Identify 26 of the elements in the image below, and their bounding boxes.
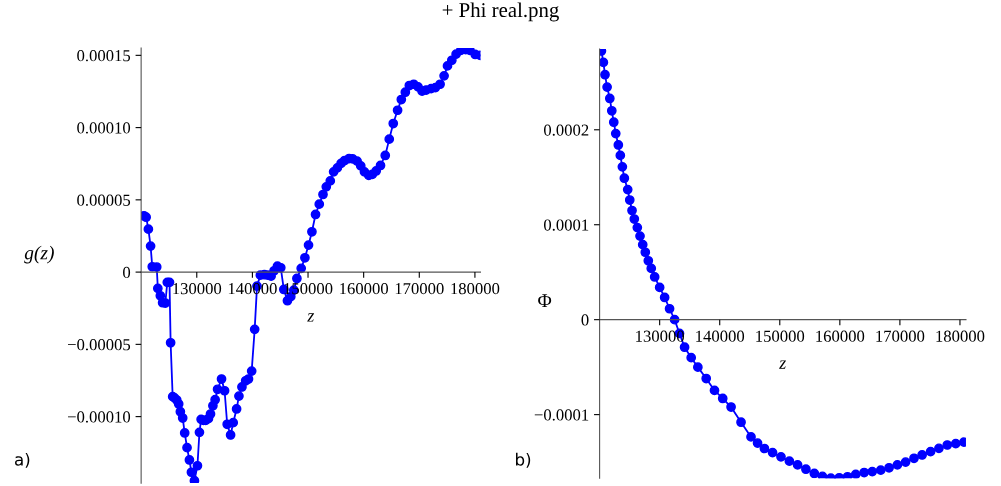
y-tick-label: 0 bbox=[581, 314, 589, 326]
x-tick-label: 130000 bbox=[173, 283, 222, 295]
x-axis-title: z bbox=[779, 360, 787, 369]
x-axis-title: z bbox=[307, 313, 315, 322]
x-tick-label: 140000 bbox=[696, 330, 745, 342]
chart-title: + Phi real.png bbox=[442, 2, 559, 22]
x-tick-label: 160000 bbox=[816, 330, 865, 342]
x-tick-label: 170000 bbox=[876, 330, 925, 342]
text: b) bbox=[516, 452, 531, 468]
y-tick-label: 0.00015 bbox=[77, 50, 131, 62]
y-tick-label: 0.0002 bbox=[543, 124, 589, 136]
y-tick-label: −0.00010 bbox=[67, 411, 131, 423]
y-axis-title: Φ bbox=[538, 294, 552, 307]
y-tick-label: 0.00010 bbox=[77, 122, 131, 134]
x-tick-label: 150000 bbox=[756, 330, 805, 342]
x-tick-label: 160000 bbox=[340, 283, 389, 295]
y-tick-label: 0.0001 bbox=[543, 219, 589, 231]
y-tick-label: −0.0001 bbox=[534, 409, 589, 421]
text: a) bbox=[15, 452, 30, 468]
y-tick-label: 0.00005 bbox=[77, 194, 131, 206]
x-tick-label: 170000 bbox=[395, 283, 444, 295]
x-tick-label: 180000 bbox=[451, 283, 500, 295]
x-tick-label: 180000 bbox=[936, 330, 985, 342]
y-tick-label: 0 bbox=[123, 266, 131, 279]
y-axis-title: g(z) bbox=[24, 245, 54, 264]
y-tick-label: −0.00005 bbox=[67, 339, 131, 351]
